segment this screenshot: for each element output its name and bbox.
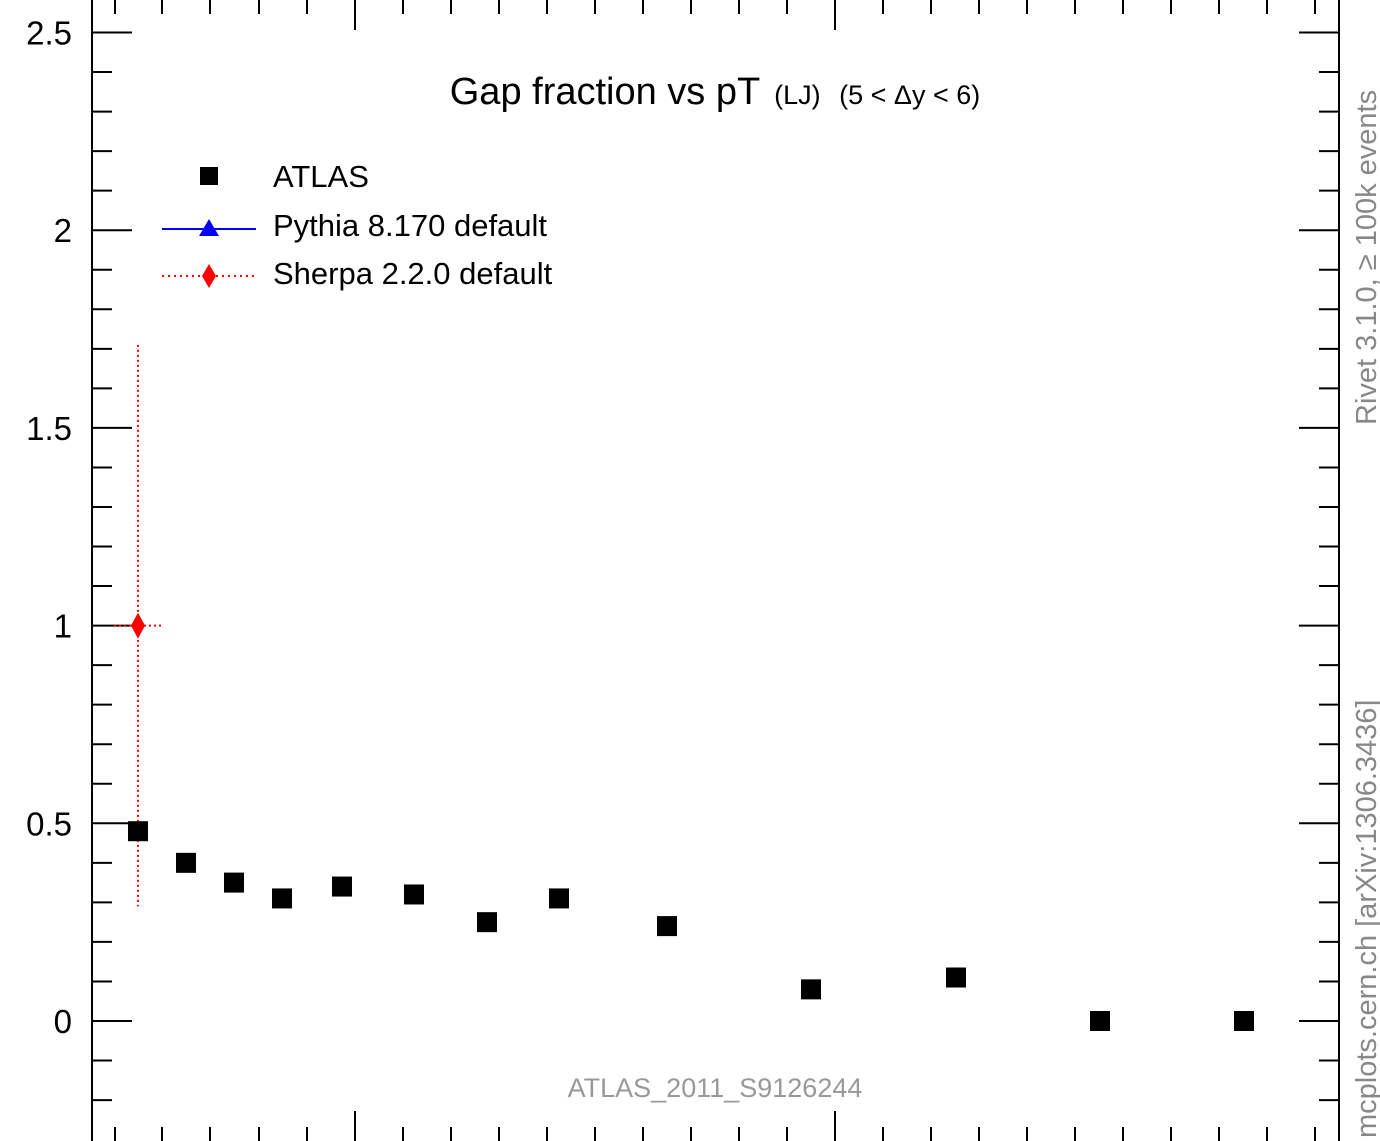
legend-sherpa-marker	[202, 264, 216, 288]
atlas-point	[657, 916, 677, 937]
atlas-point	[176, 852, 196, 873]
sherpa-point	[131, 612, 145, 639]
analysis-label: ATLAS_2011_S9126244	[568, 1073, 863, 1103]
chart-title: Gap fraction vs pT (LJ) (5 < Δy < 6)	[450, 71, 981, 113]
atlas-point	[224, 872, 244, 893]
y-tick-label: 0.5	[26, 805, 72, 842]
legend-pythia-label: Pythia 8.170 default	[273, 208, 547, 243]
legend-pythia-marker	[199, 219, 219, 236]
mcplots-label: mcplots.cern.ch [arXiv:1306.3436]	[1351, 700, 1380, 1138]
atlas-point	[946, 967, 966, 988]
y-tick-label: 0	[54, 1003, 72, 1040]
series-atlas	[128, 821, 1254, 1031]
x-axis	[114, 0, 1316, 1141]
atlas-point	[477, 912, 497, 933]
y-axis: 0 0.5 1 1.5 2 2.5	[26, 15, 1339, 1102]
plot-frame	[91, 0, 1340, 1141]
title-range: (5 < Δy < 6)	[839, 80, 980, 110]
y-tick-label: 2	[54, 212, 72, 249]
legend-atlas-label: ATLAS	[273, 159, 369, 194]
atlas-point	[404, 884, 424, 905]
atlas-point	[272, 888, 292, 909]
y-tick-label: 1.5	[26, 410, 72, 447]
y-tick-label: 2.5	[26, 15, 72, 52]
atlas-point	[549, 888, 569, 909]
atlas-point	[1234, 1011, 1254, 1031]
rivet-label: Rivet 3.1.0, ≥ 100k events	[1351, 90, 1380, 425]
title-main: Gap fraction vs pT	[450, 71, 760, 113]
series-sherpa	[114, 344, 162, 907]
atlas-point	[332, 876, 352, 897]
legend: ATLAS Pythia 8.170 default Sherpa 2.2.0 …	[162, 159, 553, 291]
legend-sherpa-label: Sherpa 2.2.0 default	[273, 256, 553, 291]
atlas-point	[128, 821, 148, 842]
atlas-point	[1090, 1011, 1110, 1031]
y-tick-label: 1	[54, 608, 72, 645]
title-sub: (LJ)	[774, 80, 821, 110]
legend-atlas-marker	[200, 167, 218, 185]
atlas-point	[801, 979, 821, 1000]
